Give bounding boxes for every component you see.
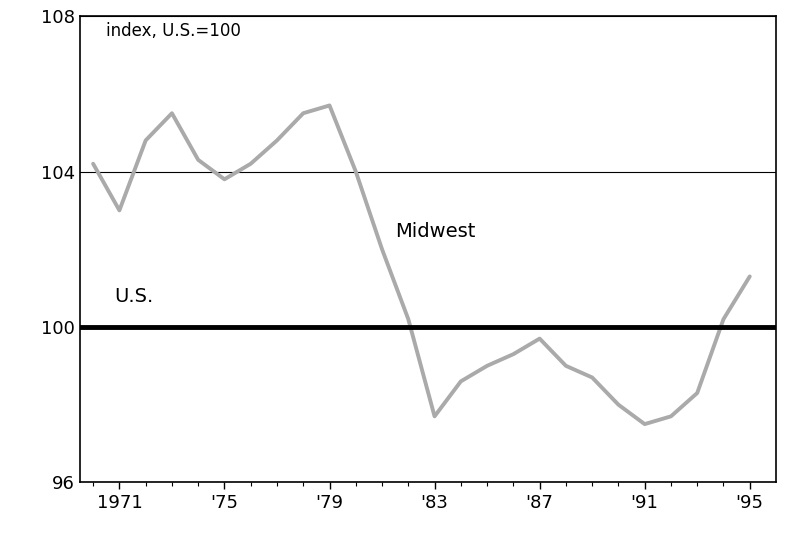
Text: Midwest: Midwest — [395, 222, 475, 241]
Text: U.S.: U.S. — [114, 287, 154, 306]
Text: index, U.S.=100: index, U.S.=100 — [106, 22, 241, 40]
